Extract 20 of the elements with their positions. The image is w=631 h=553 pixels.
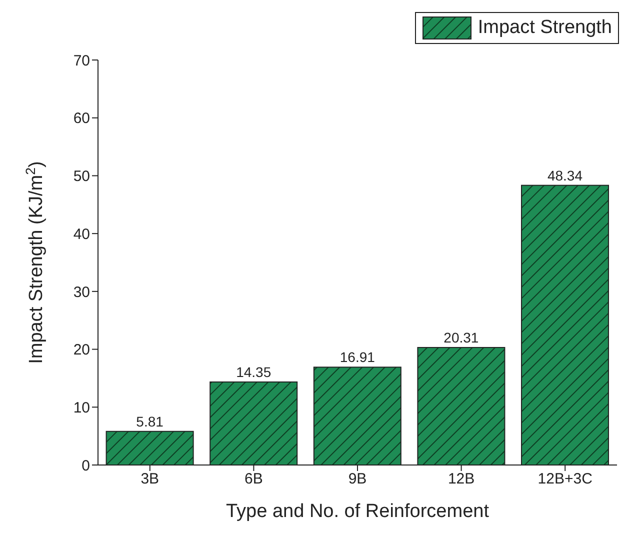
legend-label: Impact Strength — [478, 17, 612, 39]
y-tick-label: 30 — [73, 284, 90, 301]
x-tick-label: 12B — [448, 470, 475, 488]
y-tick-label: 60 — [73, 110, 90, 128]
x-tick-label: 12B+3C — [538, 470, 593, 488]
x-tick-label: 6B — [244, 470, 263, 488]
x-tick-label: 3B — [140, 470, 160, 488]
y-tick-label: 40 — [73, 226, 90, 243]
y-tick-label: 70 — [73, 52, 90, 70]
y-tick-label: 10 — [73, 399, 90, 416]
y-tick-label: 20 — [73, 342, 90, 359]
y-tick-label: 50 — [73, 168, 90, 186]
data-label: 5.81 — [136, 413, 164, 430]
data-label: 14.35 — [236, 364, 272, 380]
x-axis-title: Type and No. of Reinforcement — [226, 501, 490, 522]
data-label: 20.31 — [444, 329, 479, 346]
y-tick-label: 0 — [82, 457, 90, 474]
data-label: 16.91 — [340, 349, 376, 366]
x-tick-label: 9B — [348, 470, 367, 488]
data-label: 48.34 — [547, 167, 583, 184]
